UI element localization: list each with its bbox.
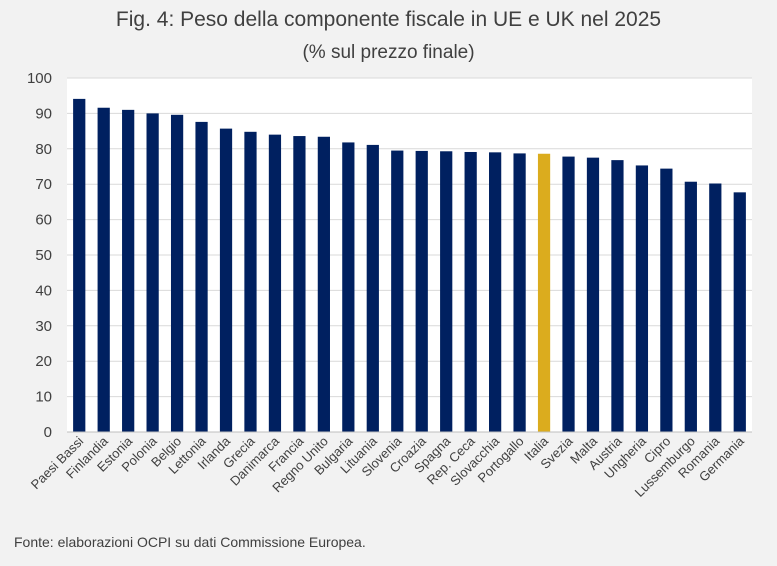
bar: [170, 114, 184, 432]
bar: [244, 131, 257, 433]
bar: [73, 98, 86, 433]
bar: [391, 150, 404, 432]
bar: [684, 181, 697, 432]
source-note: Fonte: elaborazioni OCPI su dati Commiss…: [14, 534, 366, 550]
bar: [489, 152, 502, 432]
bar: [733, 192, 746, 432]
bar: [611, 160, 624, 433]
bar: [293, 136, 306, 432]
y-tick-label: 30: [35, 318, 52, 335]
bar: [195, 121, 208, 433]
bar: [586, 157, 600, 432]
bar: [146, 113, 159, 433]
y-tick-label: 0: [44, 424, 52, 441]
chart-title: Fig. 4: Peso della componente fiscale in…: [115, 8, 662, 31]
y-tick-label: 100: [27, 70, 52, 87]
bar: [317, 136, 330, 433]
bar: [635, 165, 649, 433]
bar: [122, 109, 135, 433]
bar: [660, 168, 673, 432]
bar: [537, 153, 551, 433]
bar: [464, 151, 477, 432]
bar: [268, 134, 282, 432]
bar: [219, 128, 233, 432]
bar: [366, 144, 379, 432]
y-tick-label: 50: [35, 247, 52, 264]
bar: [709, 183, 722, 432]
y-tick-label: 90: [35, 105, 52, 122]
bar: [562, 156, 575, 432]
bar: [415, 150, 428, 432]
y-tick-label: 10: [35, 389, 52, 406]
y-tick-label: 80: [35, 141, 52, 158]
y-tick-label: 40: [35, 282, 52, 299]
chart-subtitle: (% sul prezzo finale): [302, 42, 475, 63]
bar: [342, 142, 355, 433]
y-tick-label: 60: [35, 212, 52, 229]
bar: [97, 107, 110, 433]
y-tick-label: 20: [35, 353, 52, 370]
bar: [513, 153, 526, 433]
y-tick-label: 70: [35, 176, 52, 193]
bar: [440, 151, 453, 432]
